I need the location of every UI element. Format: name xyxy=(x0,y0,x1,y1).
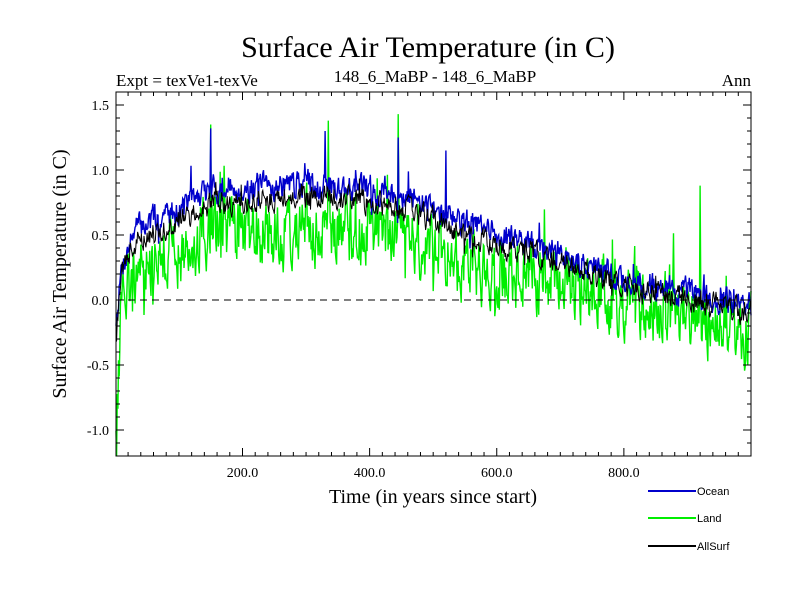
x-tick-label: 200.0 xyxy=(227,466,259,481)
y-tick-label: 0.5 xyxy=(92,229,110,244)
legend: Ocean Land AllSurf xyxy=(648,486,730,553)
series-line-allsurf xyxy=(115,178,752,343)
y-tick-label: 1.0 xyxy=(92,164,110,179)
y-tick-label: -1.0 xyxy=(87,424,109,439)
x-axis-label: Time (in years since start) xyxy=(329,486,537,508)
legend-allsurf-label: AllSurf xyxy=(697,541,730,553)
y-tick-label: 1.5 xyxy=(92,99,110,114)
x-tick-label: 800.0 xyxy=(608,466,640,481)
y-axis-label: Surface Air Temperature (in C) xyxy=(49,149,71,398)
series-line-land xyxy=(115,114,752,457)
ticks-group: 200.0 400.0 600.0 800.0 -1.0 -0.5 0.0 0.5 1.0 1.5 xyxy=(87,92,751,481)
x-tick-label: 400.0 xyxy=(354,466,386,481)
experiment-label: Expt = texVe1-texVe xyxy=(116,71,258,90)
x-tick-label: 600.0 xyxy=(481,466,513,481)
series-group xyxy=(115,114,752,457)
chart-title: Surface Air Temperature (in C) xyxy=(241,31,615,64)
y-tick-label: -0.5 xyxy=(87,359,109,374)
legend-land-label: Land xyxy=(697,513,721,525)
period-label: 148_6_MaBP - 148_6_MaBP xyxy=(334,67,536,86)
legend-ocean-label: Ocean xyxy=(697,486,729,498)
y-tick-label: 0.0 xyxy=(92,294,110,309)
season-label: Ann xyxy=(722,71,752,90)
